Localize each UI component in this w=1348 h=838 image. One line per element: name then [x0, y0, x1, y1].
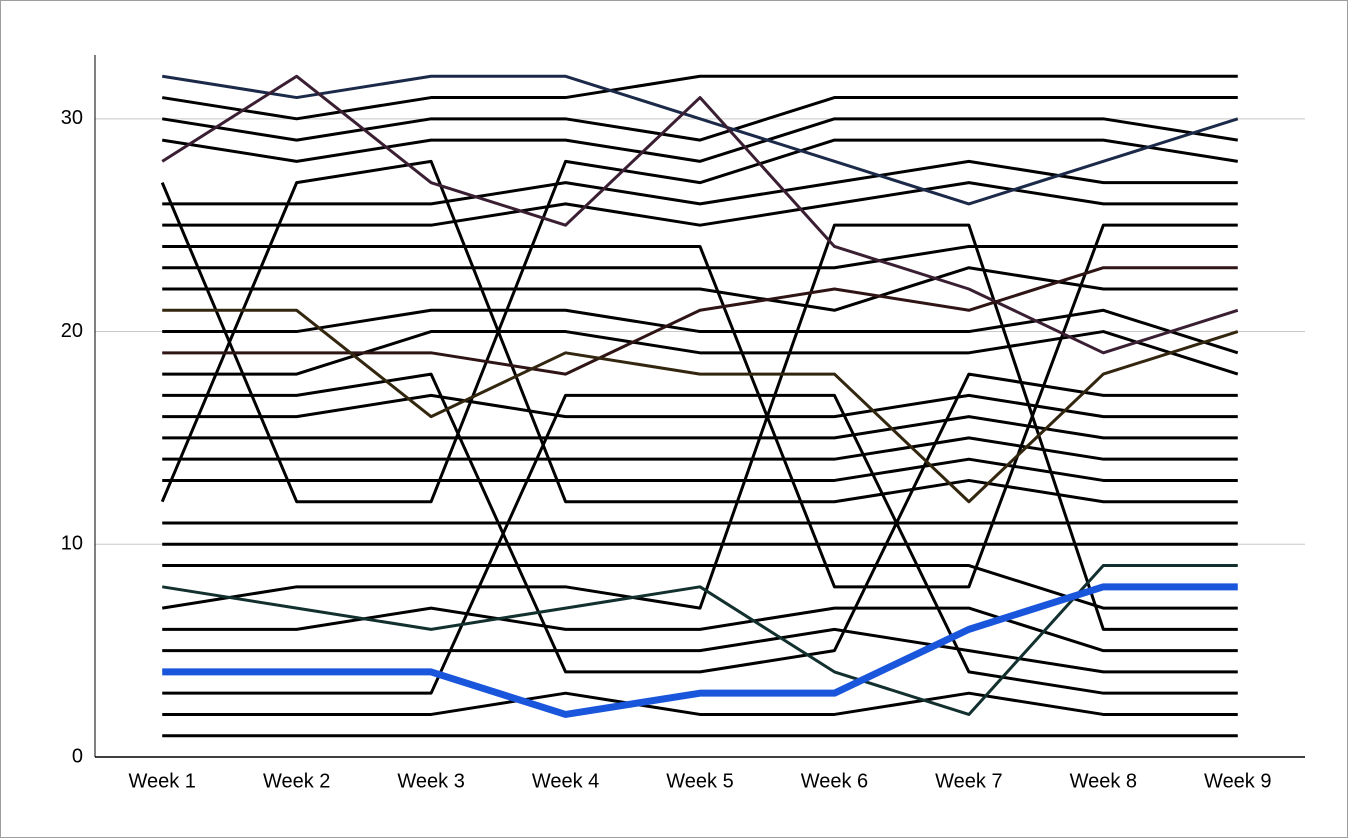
series-line [162, 244, 1238, 270]
series-line [162, 393, 1238, 419]
x-tick-label: Week 1 [128, 770, 195, 792]
series-line [162, 223, 1238, 589]
series-line [162, 627, 1238, 674]
series-line [162, 330, 1239, 376]
series-line [162, 583, 1238, 718]
series-line [162, 393, 1238, 695]
x-tick-label: Week 5 [666, 770, 733, 792]
series-line [162, 457, 1238, 482]
x-tick-label: Week 3 [397, 770, 464, 792]
series-line [160, 159, 1238, 504]
x-tick-label: Week 6 [801, 770, 868, 792]
series-line [161, 117, 1239, 163]
x-tick-label: Week 8 [1070, 770, 1137, 792]
series-line [162, 266, 1238, 376]
x-tick-label: Week 9 [1204, 770, 1271, 792]
series-line [162, 415, 1238, 440]
x-tick-label: Week 2 [263, 770, 330, 792]
series-line [161, 564, 1238, 716]
y-tick-label: 10 [61, 533, 83, 555]
series-line [162, 308, 1239, 355]
series-line [160, 138, 1239, 504]
series-line [162, 436, 1238, 461]
series-line [162, 181, 1238, 227]
series-line [162, 564, 1238, 610]
x-tick-label: Week 4 [532, 770, 599, 792]
series-line [162, 691, 1238, 716]
series-line [162, 606, 1238, 653]
series-line [161, 74, 1239, 355]
y-tick-label: 30 [61, 107, 83, 129]
x-tick-label: Week 7 [935, 770, 1002, 792]
series-line [161, 96, 1238, 142]
y-tick-label: 20 [61, 320, 83, 342]
series-line [162, 308, 1239, 504]
series-line [162, 372, 1238, 674]
y-tick-label: 0 [72, 745, 83, 767]
series-line [161, 74, 1239, 206]
